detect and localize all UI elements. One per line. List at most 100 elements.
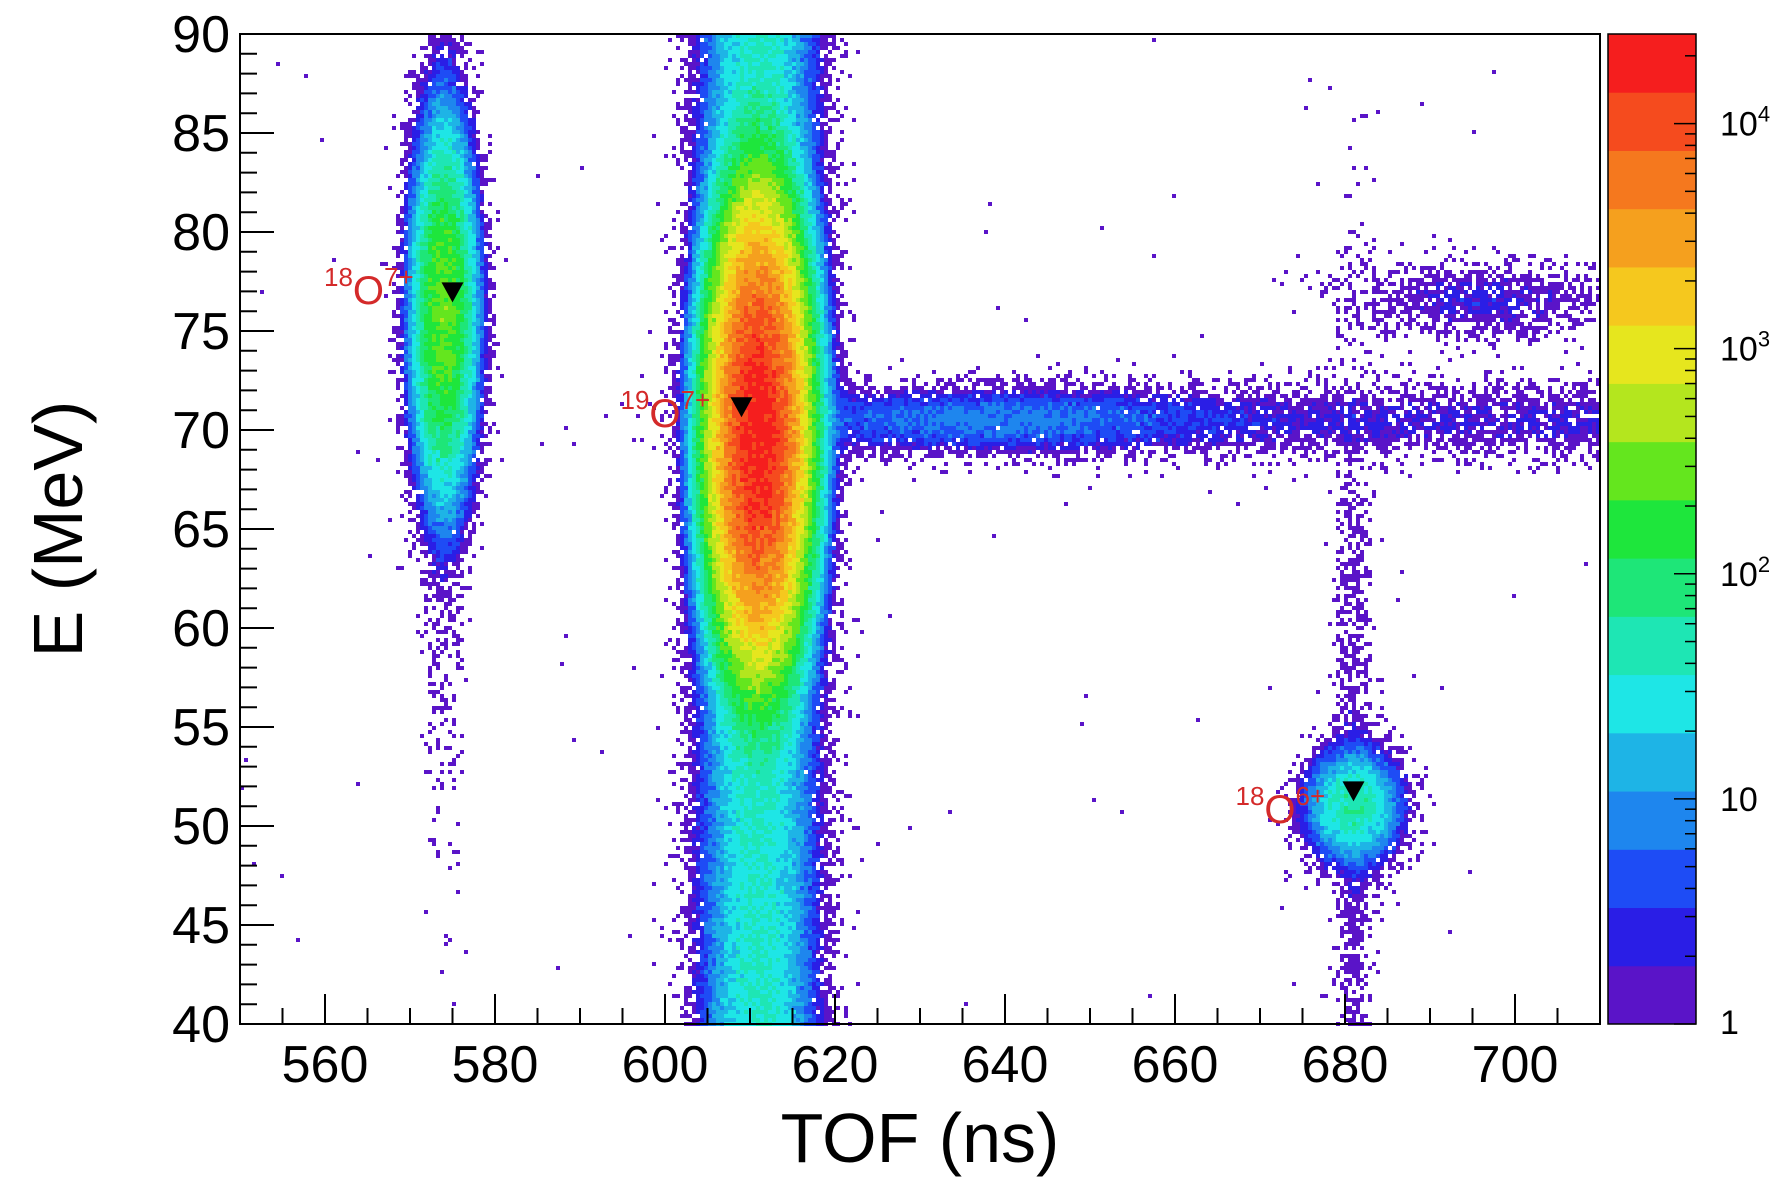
heatmap-cell [700, 134, 704, 138]
heatmap-cell [464, 118, 468, 122]
heatmap-cell [716, 254, 720, 258]
heatmap-cell [404, 242, 408, 246]
heatmap-cell [808, 134, 812, 138]
heatmap-cell [756, 226, 760, 230]
heatmap-cell [732, 158, 736, 162]
heatmap-cell [724, 54, 728, 58]
heatmap-cell [1432, 318, 1436, 322]
heatmap-cell [484, 298, 488, 302]
heatmap-cell [484, 234, 488, 238]
heatmap-cell [1372, 290, 1376, 294]
heatmap-cell [732, 206, 736, 210]
heatmap-cell [400, 242, 404, 246]
heatmap-cell [480, 282, 484, 286]
heatmap-cell [1468, 270, 1472, 274]
heatmap-cell [1372, 318, 1376, 322]
heatmap-cell [772, 218, 776, 222]
heatmap-cell [796, 206, 800, 210]
heatmap-cell [456, 322, 460, 326]
heatmap-cell [796, 302, 800, 306]
heatmap-cell [432, 266, 436, 270]
heatmap-cell [1476, 262, 1480, 266]
heatmap-cell [764, 170, 768, 174]
heatmap-cell [720, 282, 724, 286]
heatmap-cell [760, 202, 764, 206]
heatmap-cell [1580, 302, 1584, 306]
heatmap-cell [756, 214, 760, 218]
heatmap-cell [404, 306, 408, 310]
heatmap-cell [420, 234, 424, 238]
heatmap-cell [464, 214, 468, 218]
heatmap-cell [1572, 326, 1576, 330]
heatmap-cell [696, 242, 700, 246]
heatmap-cell [396, 326, 400, 330]
heatmap-cell [432, 138, 436, 142]
heatmap-cell [720, 206, 724, 210]
heatmap-cell [1412, 266, 1416, 270]
heatmap-cell [440, 290, 444, 294]
heatmap-cell [744, 218, 748, 222]
heatmap-cell [712, 290, 716, 294]
heatmap-cell [468, 174, 472, 178]
heatmap-cell [1368, 302, 1372, 306]
heatmap-cell [1552, 310, 1556, 314]
heatmap-cell [1420, 306, 1424, 310]
heatmap-cell [828, 326, 832, 330]
heatmap-cell [748, 322, 752, 326]
heatmap-cell [744, 54, 748, 58]
heatmap-cell [1464, 262, 1468, 266]
heatmap-cell [752, 238, 756, 242]
heatmap-cell [1540, 314, 1544, 318]
heatmap-cell [716, 66, 720, 70]
heatmap-cell [1588, 266, 1592, 270]
heatmap-cell [1420, 282, 1424, 286]
heatmap-cell [836, 194, 840, 198]
heatmap-cell [424, 82, 428, 86]
heatmap-cell [440, 162, 444, 166]
heatmap-cell [716, 294, 720, 298]
heatmap-cell [436, 210, 440, 214]
heatmap-cell [440, 286, 444, 290]
heatmap-cell [768, 310, 772, 314]
heatmap-cell [724, 286, 728, 290]
heatmap-cell [804, 86, 808, 90]
heatmap-cell [1356, 234, 1360, 238]
heatmap-cell [744, 170, 748, 174]
heatmap-cell [464, 90, 468, 94]
heatmap-cell [440, 90, 444, 94]
heatmap-cell [452, 146, 456, 150]
heatmap-cell [764, 66, 768, 70]
heatmap-cell [1504, 282, 1508, 286]
heatmap-cell [756, 314, 760, 318]
heatmap-cell [708, 202, 712, 206]
heatmap-cell [804, 230, 808, 234]
heatmap-cell [796, 326, 800, 330]
heatmap-cell [756, 146, 760, 150]
heatmap-cell [1588, 278, 1592, 282]
heatmap-cell [736, 42, 740, 46]
heatmap-cell [820, 70, 824, 74]
heatmap-cell [408, 326, 412, 330]
heatmap-cell [428, 234, 432, 238]
heatmap-cell [816, 162, 820, 166]
heatmap-cell [756, 142, 760, 146]
heatmap-cell [708, 314, 712, 318]
heatmap-cell [788, 158, 792, 162]
heatmap-cell [480, 166, 484, 170]
heatmap-cell [716, 186, 720, 190]
heatmap-cell [760, 206, 764, 210]
heatmap-cell [784, 146, 788, 150]
heatmap-cell [1536, 290, 1540, 294]
heatmap-cell [1472, 130, 1476, 134]
heatmap-cell [772, 190, 776, 194]
heatmap-cell [1452, 314, 1456, 318]
heatmap-cell [744, 142, 748, 146]
heatmap-cell [436, 322, 440, 326]
heatmap-cell [804, 322, 808, 326]
heatmap-cell [692, 38, 696, 42]
heatmap-cell [788, 42, 792, 46]
heatmap-cell [676, 310, 680, 314]
heatmap-cell [464, 314, 468, 318]
heatmap-cell [464, 82, 468, 86]
heatmap-cell [1504, 270, 1508, 274]
